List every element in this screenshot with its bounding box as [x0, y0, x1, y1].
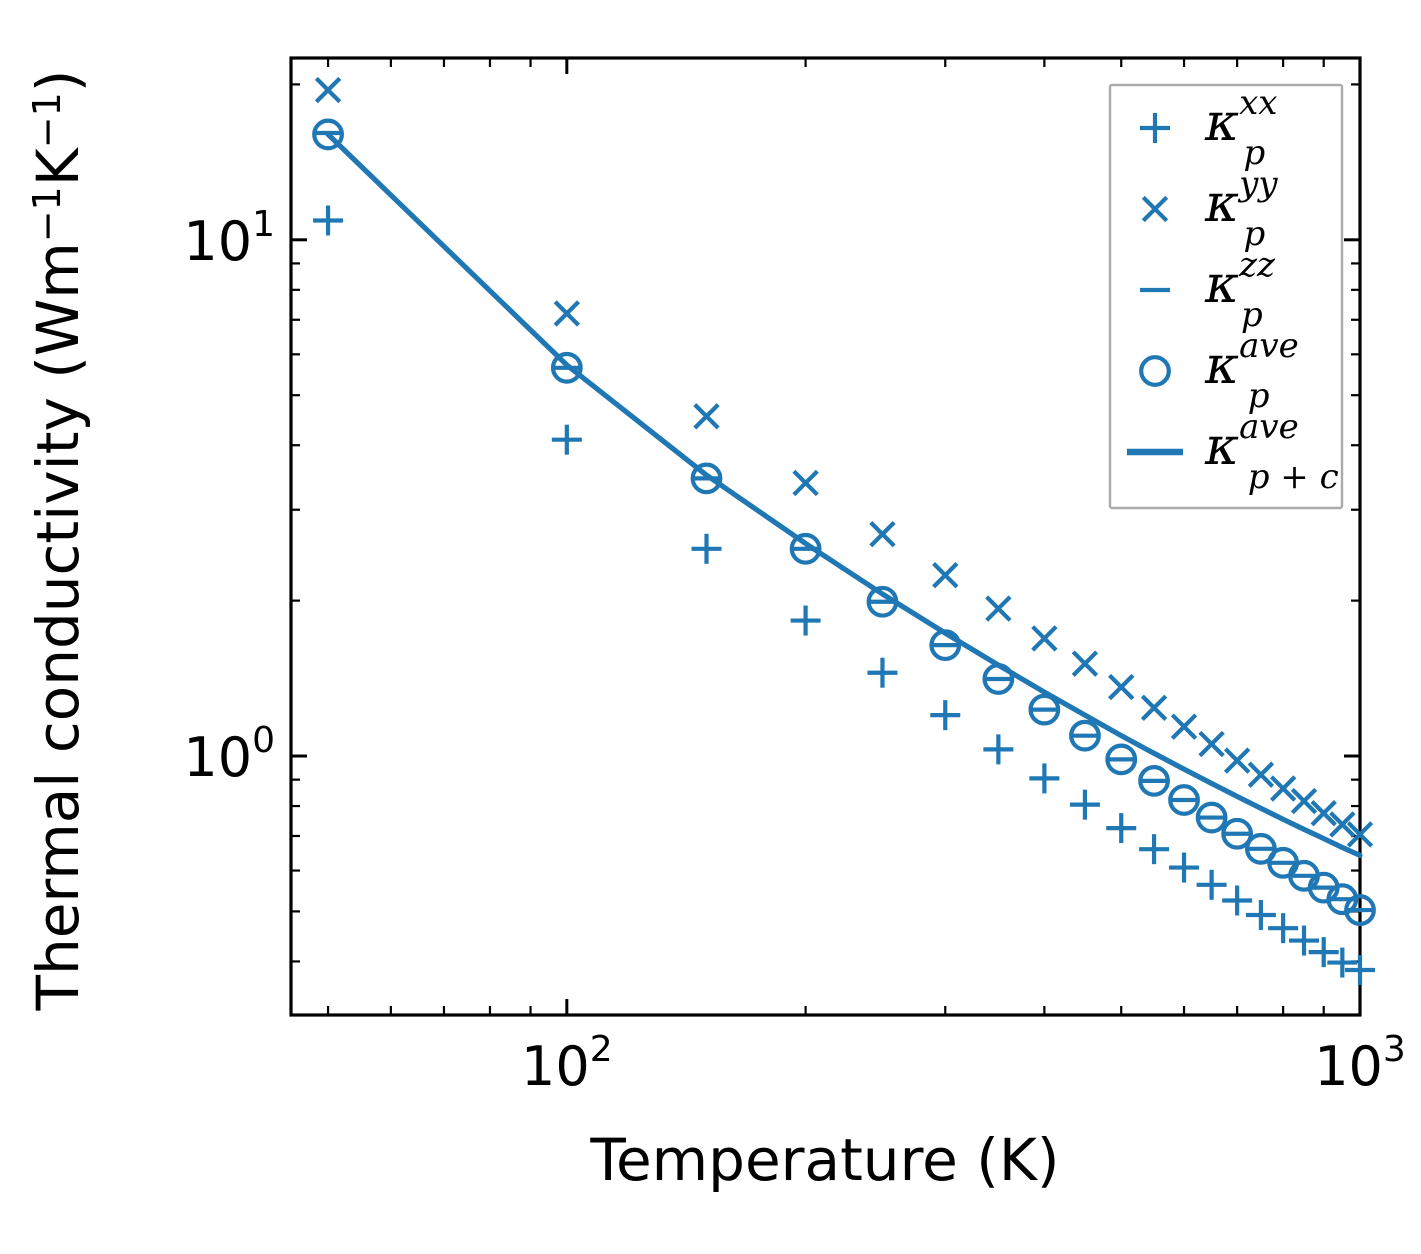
marker-circle [1195, 801, 1228, 834]
marker-circle [1344, 894, 1376, 926]
marker-circle [1138, 764, 1170, 797]
legend-entry-2[interactable]: κzz p [1140, 245, 1276, 335]
marker-cross [1141, 195, 1169, 223]
marker-circle [1105, 743, 1138, 776]
marker-cross [1329, 811, 1356, 838]
marker-cross [553, 300, 581, 327]
y-ticklabel-1: 100 [183, 720, 275, 789]
axes-frame [289, 56, 1362, 1017]
x-axis-label: Temperature (K) [589, 1126, 1059, 1194]
marker-cross [693, 403, 720, 430]
legend-entry-1[interactable]: κyy p [1141, 164, 1278, 254]
marker-circle [1245, 832, 1277, 865]
marker-cross [792, 469, 819, 497]
marker-circle [550, 351, 583, 384]
legend-box [1108, 83, 1344, 510]
marker-cross [1108, 673, 1135, 701]
marker-circle [866, 585, 899, 618]
y-axis-label: Thermal conductivity (Wm−1K−1) [24, 70, 92, 1012]
marker-cross [1170, 713, 1198, 740]
series-kappa_p^yy [314, 76, 1374, 848]
legend-entry-3[interactable]: κave p [1139, 326, 1299, 416]
marker-cross [1198, 730, 1225, 758]
marker-circle [312, 118, 344, 151]
series-kappa_p^ave [312, 118, 1376, 926]
marker-circle [1028, 693, 1061, 726]
marker-cross [985, 595, 1012, 622]
marker-cross [1290, 787, 1318, 815]
marker-circle [789, 532, 822, 565]
y-ticklabel-10: 101 [183, 204, 275, 273]
marker-cross [1071, 650, 1099, 677]
legend-label-3: κave p [1204, 326, 1299, 416]
marker-circle [1069, 719, 1101, 752]
marker-circle [1221, 817, 1254, 850]
marker-cross [1140, 694, 1168, 721]
legend-label-4: κave p + c [1204, 407, 1339, 497]
x-ticklabel-100: 102 [521, 1029, 613, 1098]
axis-tick-labels: 102 103 101 100 [183, 204, 1405, 1098]
marker-cross [314, 76, 342, 104]
series-kappa_p^xx [313, 205, 1375, 986]
legend-label-2: κzz p [1204, 245, 1276, 335]
marker-circle [1326, 883, 1359, 916]
legend-label-1: κyy p [1204, 164, 1278, 254]
legend-entry-4[interactable]: κave p + c [1127, 407, 1339, 497]
legend-entry-0[interactable]: κxx p [1140, 83, 1277, 173]
marker-cross [869, 520, 896, 548]
marker-cross [932, 562, 959, 589]
marker-circle [1168, 784, 1200, 816]
legend-label-0: κxx p [1204, 83, 1277, 173]
marker-cross [1247, 761, 1275, 788]
data-markers [312, 76, 1376, 986]
marker-cross [1346, 821, 1374, 848]
marker-circle [929, 629, 962, 662]
marker-circle [1139, 355, 1171, 387]
marker-cross [1269, 775, 1297, 802]
marker-cross [1223, 747, 1251, 774]
marker-cross [1031, 625, 1058, 652]
x-ticklabel-1000: 103 [1314, 1029, 1406, 1098]
marker-cross [1310, 799, 1337, 827]
marker-circle [982, 663, 1015, 695]
marker-circle [690, 462, 723, 495]
